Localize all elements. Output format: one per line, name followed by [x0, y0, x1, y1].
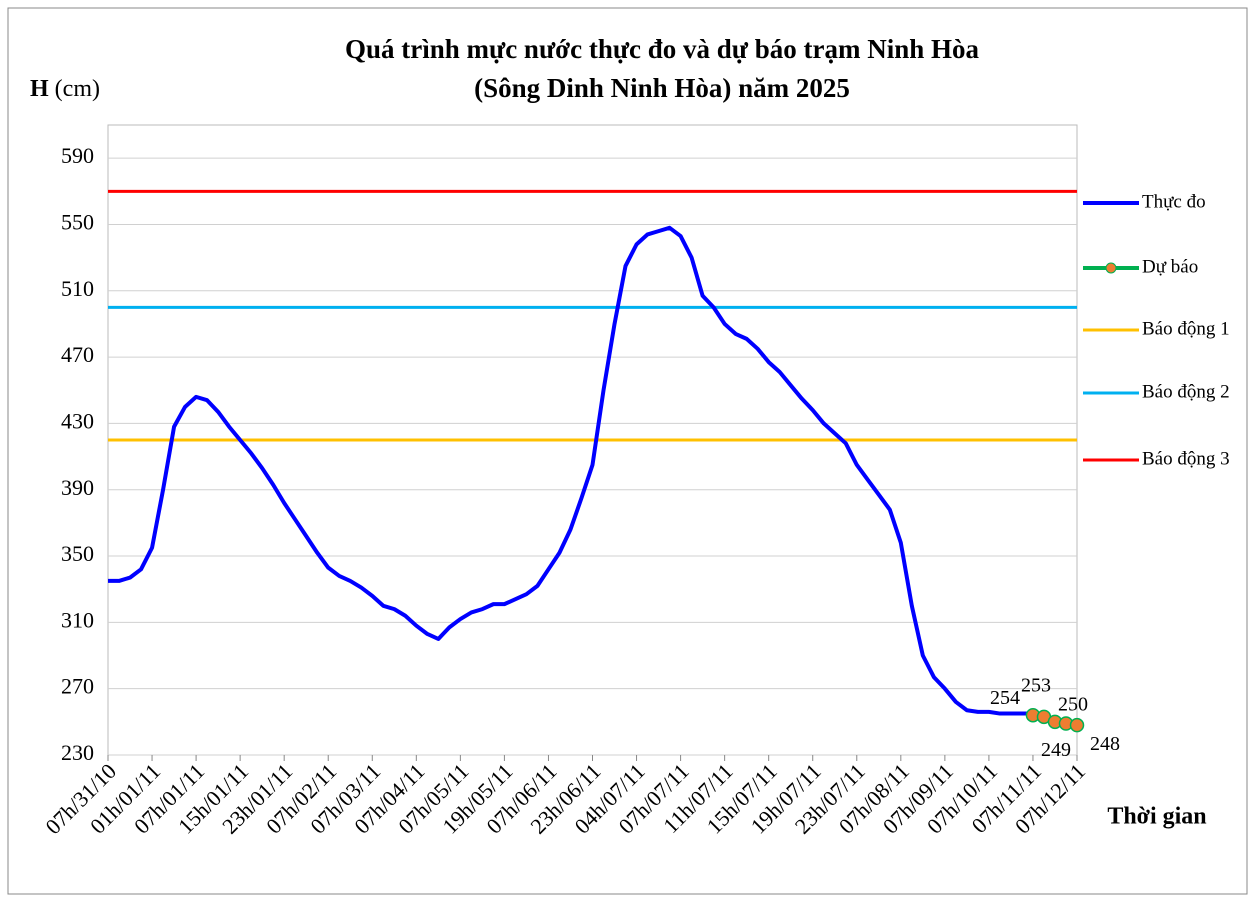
y-axis-unit: (cm) — [55, 76, 100, 102]
data-label: 254 — [990, 687, 1020, 709]
y-tick-label: 590 — [61, 143, 94, 168]
y-axis-symbol: H — [30, 76, 49, 102]
chart-title: (Sông Dinh Ninh Hòa) năm 2025 — [474, 73, 850, 103]
data-label: 248 — [1090, 733, 1120, 755]
series-line — [108, 225, 1033, 716]
forecast-marker — [1069, 717, 1085, 733]
legend-marker — [1105, 262, 1117, 274]
data-label: 249 — [1041, 739, 1071, 761]
y-tick-label: 510 — [61, 276, 94, 301]
y-tick-label: 310 — [61, 607, 94, 632]
data-label: 253 — [1021, 674, 1051, 696]
legend-label: Báo động 2 — [1142, 381, 1230, 402]
x-axis-label: Thời gian — [1107, 804, 1206, 830]
legend-label: Dự báo — [1142, 256, 1198, 277]
y-tick-label: 350 — [61, 541, 94, 566]
y-tick-label: 550 — [61, 210, 94, 235]
legend-label: Báo động 1 — [1142, 318, 1230, 339]
chart-border — [7, 7, 1248, 895]
data-label: 250 — [1058, 693, 1088, 715]
y-tick-label: 390 — [61, 475, 94, 500]
legend-label: Thực đo — [1142, 191, 1206, 212]
y-tick-label: 270 — [61, 674, 94, 699]
y-tick-label: 430 — [61, 408, 94, 433]
y-tick-label: 230 — [61, 740, 94, 765]
legend-label: Báo động 3 — [1142, 448, 1230, 469]
chart-title: Quá trình mực nước thực đo và dự báo trạ… — [345, 34, 980, 64]
y-tick-label: 470 — [61, 342, 94, 367]
y-axis-label: H (cm) — [30, 76, 100, 102]
